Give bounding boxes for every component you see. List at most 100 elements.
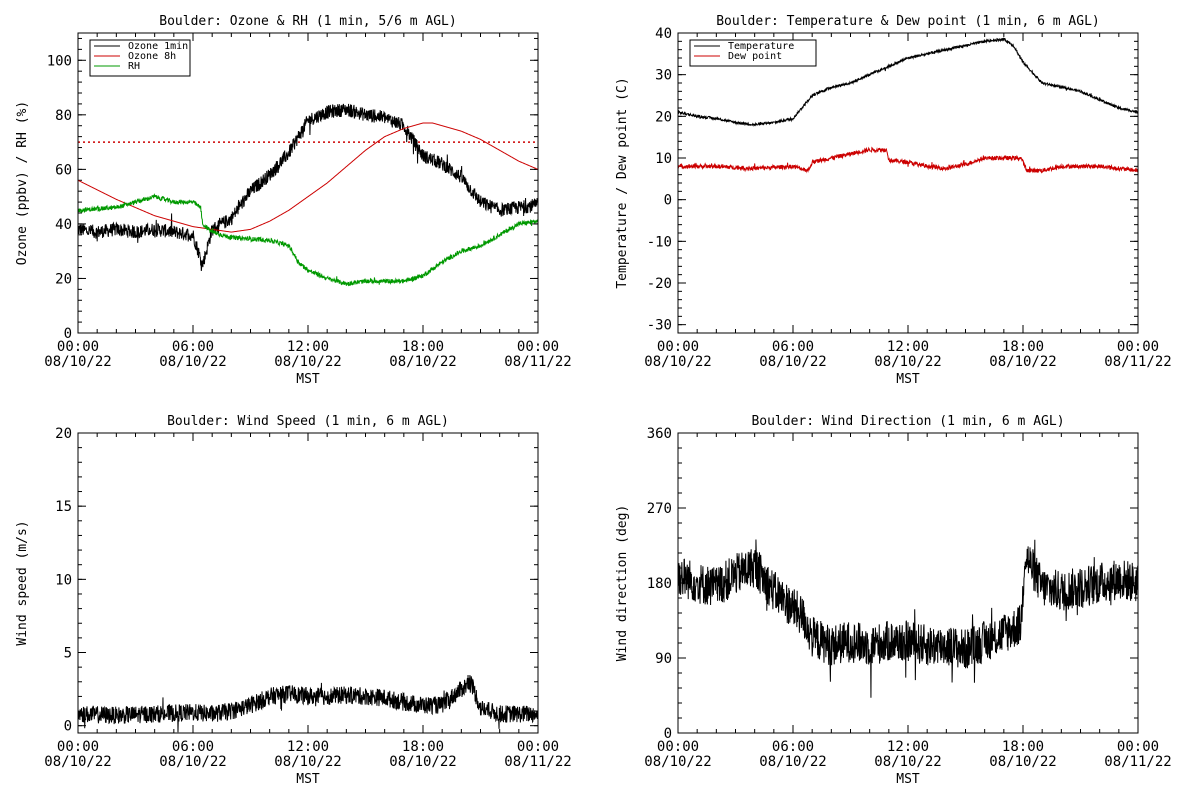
x-tick-label-date: 08/10/22 [389,754,456,770]
x-tick-label-time: 18:00 [402,339,444,355]
y-tick-label: -20 [647,276,672,292]
plot-frame [77,432,539,734]
series-line-wdir [678,539,1138,698]
series-line-wspd [78,674,538,733]
x-tick-label-time: 06:00 [172,739,214,755]
x-tick-label-date: 08/10/22 [644,754,711,770]
y-tick-label: 90 [655,651,672,667]
y-tick-label: 60 [55,162,72,178]
y-tick-label: -10 [647,234,672,250]
plot-area [678,37,1138,174]
x-tick-label-date: 08/10/22 [274,754,341,770]
x-tick-label-time: 00:00 [657,339,699,355]
x-tick-label-date: 08/10/22 [274,354,341,370]
y-tick-label: 20 [55,271,72,287]
legend-box [689,39,817,67]
x-tick-label-time: 00:00 [517,339,559,355]
x-tick-label-date: 08/10/22 [644,354,711,370]
x-tick-label-date: 08/10/22 [44,754,111,770]
x-tick-label-date: 08/10/22 [389,354,456,370]
y-tick-label: 0 [64,326,72,342]
legend-entry-label: Dew point [728,51,782,62]
x-axis-label: MST [296,372,320,387]
y-tick-label: 10 [655,151,672,167]
plot-frame [677,32,1139,334]
chart-ozone: Boulder: Ozone & RH (1 min, 5/6 m AGL) Oz… [15,14,572,387]
series-line-ozone-8h [78,122,538,233]
x-tick-label-date: 08/10/22 [759,354,826,370]
series-line-rh [78,192,538,287]
x-axis-label: MST [296,772,320,787]
x-tick-label-time: 00:00 [517,739,559,755]
chart-title: Boulder: Wind Speed (1 min, 6 m AGL) [167,414,449,429]
x-tick-label-time: 18:00 [1002,739,1044,755]
y-tick-label: 30 [655,68,672,84]
x-tick-label-date: 08/10/22 [159,354,226,370]
chart-title: Boulder: Temperature & Dew point (1 min,… [716,14,1100,29]
x-tick-label-date: 08/10/22 [989,354,1056,370]
y-tick-label: 180 [647,576,672,592]
x-tick-label-date: 08/11/22 [504,754,571,770]
y-tick-label: 20 [655,109,672,125]
plot-area [678,539,1138,698]
x-tick-label-date: 08/10/22 [989,754,1056,770]
plot-frame [77,32,539,334]
y-axis-label: Wind speed (m/s) [15,520,30,645]
x-tick-label-time: 00:00 [57,339,99,355]
legend-entry-label: RH [128,61,140,72]
series-line-ozone-1min [78,103,538,272]
x-axis-label: MST [896,372,920,387]
chart-wdir: Boulder: Wind Direction (1 min, 6 m AGL)… [615,414,1172,787]
y-axis-label: Temperature / Dew point (C) [615,77,630,288]
y-tick-label: 5 [64,646,72,662]
y-tick-label: 40 [655,26,672,42]
series-line-dew-point [678,146,1138,174]
x-tick-label-date: 08/10/22 [159,754,226,770]
x-tick-label-time: 06:00 [772,739,814,755]
x-tick-label-date: 08/10/22 [874,754,941,770]
plot-area [78,674,538,733]
y-tick-label: -30 [647,318,672,334]
x-tick-label-time: 00:00 [57,739,99,755]
x-tick-label-date: 08/11/22 [1104,354,1171,370]
x-axis-label: MST [896,772,920,787]
legend-entry-label: Temperature [728,41,794,52]
y-tick-label: 40 [55,217,72,233]
x-tick-label-time: 12:00 [287,339,329,355]
y-tick-label: 270 [647,501,672,517]
x-tick-label-time: 18:00 [1002,339,1044,355]
y-tick-label: 0 [64,719,72,735]
x-tick-label-time: 06:00 [172,339,214,355]
legend-entry-label: Ozone 1min [128,41,188,52]
x-tick-label-time: 00:00 [1117,739,1159,755]
x-tick-label-time: 06:00 [772,339,814,355]
x-tick-label-time: 00:00 [657,739,699,755]
y-tick-label: 80 [55,108,72,124]
chart-temp: Boulder: Temperature & Dew point (1 min,… [615,14,1172,387]
chart-title: Boulder: Ozone & RH (1 min, 5/6 m AGL) [159,14,456,29]
x-tick-label-time: 18:00 [402,739,444,755]
x-tick-label-time: 00:00 [1117,339,1159,355]
x-tick-label-time: 12:00 [887,339,929,355]
y-tick-label: 0 [664,193,672,209]
y-tick-label: 20 [55,426,72,442]
x-tick-label-date: 08/11/22 [504,354,571,370]
x-tick-label-date: 08/11/22 [1104,754,1171,770]
plot-frame [677,432,1139,734]
y-tick-label: 15 [55,499,72,515]
y-axis-label: Ozone (ppbv) / RH (%) [15,101,30,265]
chart-wspd: Boulder: Wind Speed (1 min, 6 m AGL) Wind… [15,414,572,787]
chart-title: Boulder: Wind Direction (1 min, 6 m AGL) [751,414,1064,429]
x-tick-label-date: 08/10/22 [874,354,941,370]
legend-entry-label: Ozone 8h [128,51,176,62]
plot-area [78,103,538,287]
x-tick-label-time: 12:00 [287,739,329,755]
y-axis-label: Wind direction (deg) [615,505,630,662]
y-tick-label: 10 [55,572,72,588]
series-line-temperature [678,37,1138,128]
x-tick-label-date: 08/10/22 [759,754,826,770]
y-tick-label: 360 [647,426,672,442]
x-tick-label-date: 08/10/22 [44,354,111,370]
y-tick-label: 100 [47,53,72,69]
